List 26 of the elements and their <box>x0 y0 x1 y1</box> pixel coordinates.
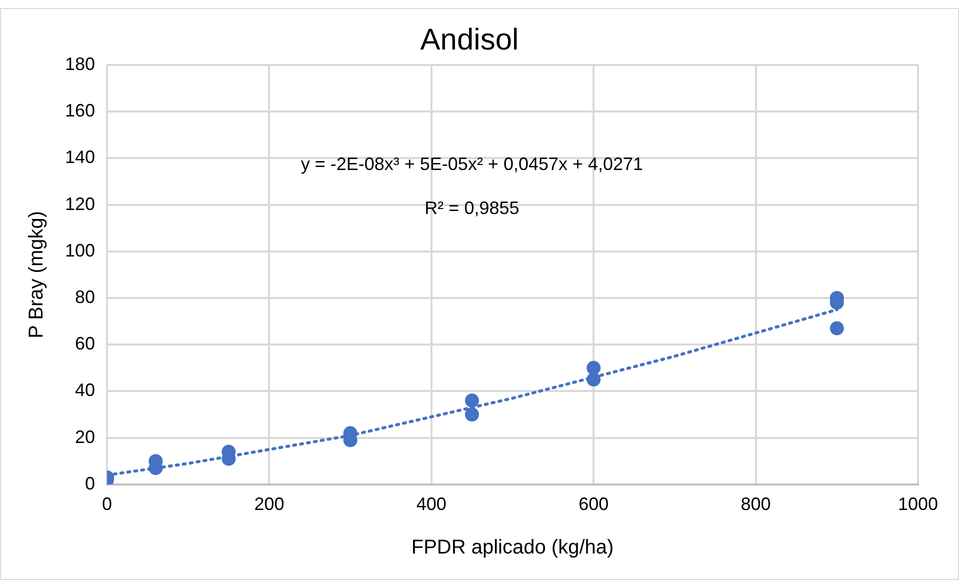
x-tick-label: 1000 <box>898 494 938 514</box>
y-tick-label: 120 <box>64 194 96 214</box>
x-tick-label: 0 <box>102 494 112 514</box>
y-tick-label: 60 <box>75 334 96 354</box>
annotation: y = -2E-08x³ + 5E-05x² + 0,0457x + 4,0271 <box>300 154 644 174</box>
y-tick-label: 80 <box>75 286 96 307</box>
y-tick-label: 140 <box>64 147 96 168</box>
x-axis-title: FPDR aplicado (kg/ha) <box>411 536 614 559</box>
y-tick-label: 20 <box>75 426 96 447</box>
point <box>464 394 479 408</box>
point <box>586 372 601 387</box>
y-tick-label: 0 <box>85 473 96 494</box>
y-tick-label: 100 <box>64 240 96 260</box>
x-tick-label: 200 <box>254 494 284 514</box>
annotation: R² = 0,9855 <box>424 198 520 218</box>
x-tick-label: 800 <box>740 494 771 514</box>
point <box>464 408 479 422</box>
y-tick-label: 180 <box>64 54 96 74</box>
y-tick-label: 160 <box>64 100 96 121</box>
point <box>586 360 601 375</box>
y-tick-label: 40 <box>75 380 96 400</box>
x-tick-label: 600 <box>578 494 609 514</box>
y-axis-title: P Bray (mgkg) <box>26 210 48 338</box>
x-tick-label: 400 <box>416 494 446 514</box>
chart-title: Andisol <box>420 23 519 56</box>
point <box>830 321 844 336</box>
